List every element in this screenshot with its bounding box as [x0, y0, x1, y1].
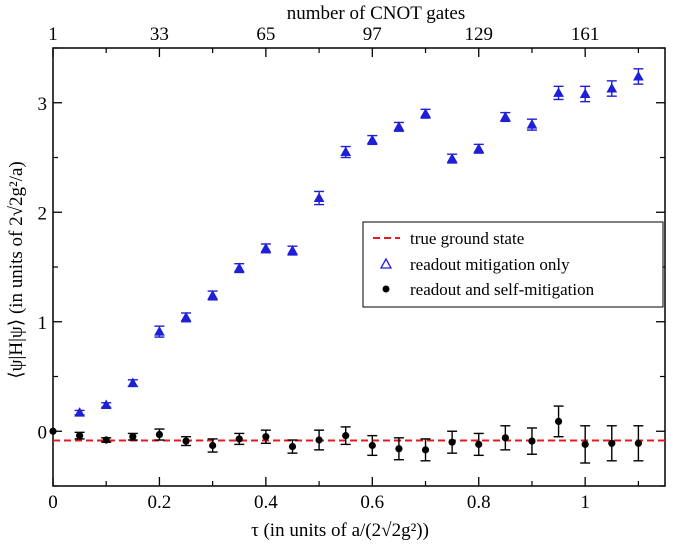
x-tick-label: 1: [580, 492, 590, 513]
data-point-triangle: [553, 87, 564, 97]
data-point-circle: [421, 446, 430, 454]
legend-ground-state-label: true ground state: [410, 229, 524, 248]
data-point-triangle: [393, 121, 405, 131]
data-point-circle: [581, 440, 589, 448]
data-point-circle: [315, 436, 323, 444]
x-tick-label: 0.4: [254, 492, 278, 513]
top-tick-label: 65: [256, 24, 275, 45]
top-tick-label: 97: [363, 24, 382, 45]
data-point-triangle: [180, 311, 192, 322]
y-tick-label: 0: [38, 422, 48, 443]
legend: true ground state readout mitigation onl…: [362, 221, 664, 308]
data-point-circle: [368, 441, 376, 450]
data-point-circle: [129, 433, 137, 441]
data-point-circle: [528, 437, 536, 445]
data-point-circle: [501, 434, 509, 442]
data-point-triangle: [127, 377, 139, 388]
data-point-circle: [448, 438, 456, 446]
data-point-circle: [76, 432, 84, 440]
series-self-mitigation: [49, 405, 644, 464]
data-point-circle: [475, 440, 483, 448]
legend-box: [362, 221, 664, 308]
top-tick-label: 1: [48, 24, 58, 45]
axis-ticks: 0 0.2 0.4 0.6 0.8 1 1 33 65 97 129 161 0 1 2 3: [38, 24, 665, 513]
legend-readout-only-swatch: [379, 257, 393, 269]
x-tick-label: 0.8: [467, 492, 491, 513]
data-point-circle: [608, 439, 616, 447]
y-tick-label: 2: [38, 203, 48, 224]
data-point-circle: [395, 445, 403, 453]
data-point-circle: [49, 427, 57, 435]
data-point-triangle: [340, 146, 352, 157]
data-point-triangle: [287, 245, 298, 255]
x-tick-label: 0: [48, 492, 58, 513]
data-point-triangle: [499, 111, 511, 121]
data-point-triangle: [313, 192, 325, 203]
top-tick-label: 161: [571, 24, 600, 45]
data-point-triangle: [366, 134, 378, 144]
data-point-circle: [554, 417, 563, 425]
top-tick-label: 129: [464, 24, 493, 45]
legend-self-mitigation-label: readout and self-mitigation: [410, 280, 595, 299]
top-axis-title: number of CNOT gates: [287, 3, 466, 24]
y-axis-title: ⟨ψ|H|ψ⟩ (in units of 2√2g²/a): [6, 161, 27, 379]
data-point-circle: [102, 436, 110, 444]
data-point-circle: [182, 437, 190, 445]
legend-self-mitigation-swatch: [382, 285, 390, 293]
x-tick-label: 0.6: [360, 492, 384, 513]
y-tick-label: 1: [38, 313, 48, 334]
y-tick-label: 3: [38, 94, 48, 115]
top-tick-label: 33: [150, 24, 169, 45]
data-point-triangle: [473, 143, 485, 153]
x-axis-title: τ (in units of a/(2√2g²)): [251, 520, 429, 541]
data-point-triangle: [74, 407, 85, 417]
data-point-circle: [209, 441, 217, 450]
data-point-triangle: [446, 153, 458, 163]
data-point-triangle: [579, 88, 591, 98]
data-point-triangle: [260, 242, 272, 253]
data-point-circle: [155, 430, 164, 439]
data-point-triangle: [420, 108, 431, 118]
data-point-triangle: [233, 262, 245, 273]
data-point-circle: [235, 435, 243, 443]
data-point-triangle: [100, 399, 112, 409]
data-point-triangle: [633, 70, 644, 81]
data-point-circle: [634, 439, 642, 447]
data-point-triangle: [606, 82, 618, 93]
data-point-triangle: [207, 289, 219, 300]
legend-readout-only-label: readout mitigation only: [410, 255, 570, 274]
series-readout-only: [74, 68, 644, 417]
x-tick-label: 0.2: [148, 492, 172, 513]
data-point-circle: [342, 432, 350, 440]
data-point-circle: [262, 433, 270, 441]
data-point-circle: [288, 442, 297, 451]
data-point-triangle: [154, 326, 165, 336]
series-layer: [49, 68, 644, 464]
data-point-triangle: [526, 119, 538, 129]
